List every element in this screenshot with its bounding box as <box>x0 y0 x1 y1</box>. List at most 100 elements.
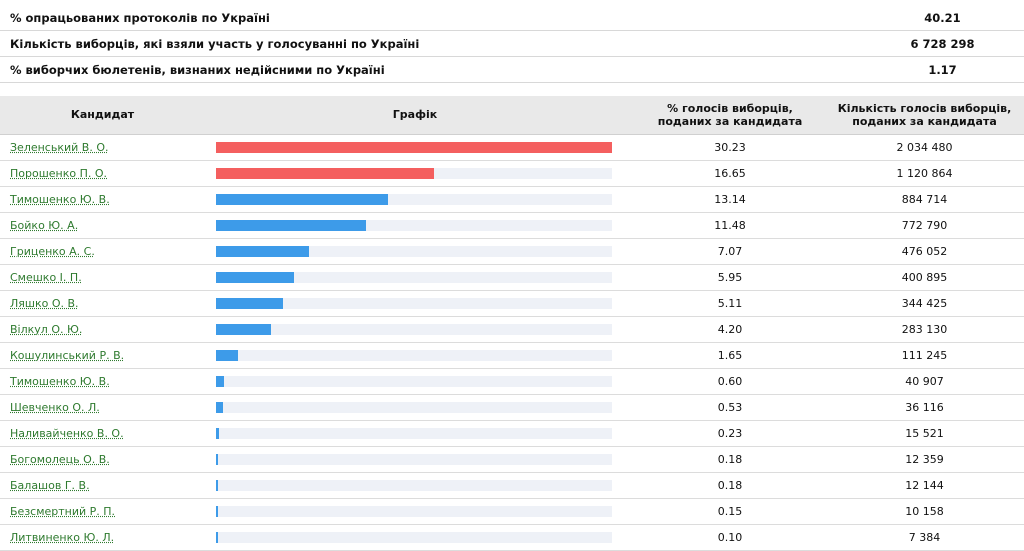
bar <box>216 298 283 309</box>
vote-count: 283 130 <box>901 323 948 336</box>
candidate-link[interactable]: Кошулинський Р. В. <box>10 349 125 362</box>
header-chart: Графік <box>392 108 438 121</box>
percent-value: 5.95 <box>717 271 743 284</box>
vote-count: 10 158 <box>905 505 944 518</box>
summary-value: 1.17 <box>928 63 957 77</box>
candidate-link[interactable]: Богомолець О. В. <box>10 453 110 466</box>
percent-value: 0.18 <box>717 453 743 466</box>
bar-track <box>216 480 612 491</box>
vote-count: 772 790 <box>901 219 948 232</box>
candidate-link[interactable]: Порошенко П. О. <box>10 167 108 180</box>
header-percent: % голосів виборців, поданих за кандидата <box>635 102 825 128</box>
header-count-line1: Кількість голосів виборців, <box>837 102 1012 115</box>
bar-track <box>216 506 612 517</box>
bar-track <box>216 428 612 439</box>
table-row: Порошенко П. О. 16.65 1 120 864 <box>0 161 1024 187</box>
table-header: Кандидат Графік % голосів виборців, пода… <box>0 96 1024 135</box>
table-row: Кошулинський Р. В. 1.65 111 245 <box>0 343 1024 369</box>
table-row: Наливайченко В. О. 0.23 15 521 <box>0 421 1024 447</box>
percent-value: 0.18 <box>717 479 743 492</box>
header-count: Кількість голосів виборців, поданих за к… <box>825 102 1024 128</box>
vote-count: 12 359 <box>905 453 944 466</box>
vote-count: 36 116 <box>905 401 944 414</box>
percent-value: 4.20 <box>717 323 743 336</box>
bar <box>216 402 223 413</box>
bar <box>216 272 294 283</box>
candidate-link[interactable]: Безсмертний Р. П. <box>10 505 116 518</box>
percent-value: 11.48 <box>714 219 746 232</box>
table-row: Ляшко О. В. 5.11 344 425 <box>0 291 1024 317</box>
header-count-line2: поданих за кандидата <box>852 115 997 128</box>
table-row: Гриценко А. С. 7.07 476 052 <box>0 239 1024 265</box>
candidate-link[interactable]: Гриценко А. С. <box>10 245 95 258</box>
vote-count: 884 714 <box>901 193 948 206</box>
table-row: Безсмертний Р. П. 0.15 10 158 <box>0 499 1024 525</box>
candidate-link[interactable]: Наливайченко В. О. <box>10 427 124 440</box>
vote-count: 2 034 480 <box>896 141 953 154</box>
bar-track <box>216 298 612 309</box>
header-percent-line1: % голосів виборців, <box>667 102 793 115</box>
bar <box>216 324 271 335</box>
bar <box>216 532 218 543</box>
bar-track <box>216 220 612 231</box>
summary-row-turnout: Кількість виборців, які взяли участь у г… <box>0 31 1024 57</box>
bar <box>216 350 238 361</box>
bar <box>216 454 219 465</box>
percent-value: 0.53 <box>717 401 743 414</box>
percent-value: 7.07 <box>717 245 743 258</box>
candidate-link[interactable]: Ляшко О. В. <box>10 297 79 310</box>
candidate-link[interactable]: Литвиненко Ю. Л. <box>10 531 115 544</box>
vote-count: 400 895 <box>901 271 948 284</box>
bar <box>216 376 224 387</box>
vote-count: 344 425 <box>901 297 948 310</box>
vote-count: 15 521 <box>905 427 944 440</box>
results-table: Кандидат Графік % голосів виборців, пода… <box>0 96 1024 551</box>
percent-value: 1.65 <box>717 349 743 362</box>
table-row: Зеленський В. О. 30.23 2 034 480 <box>0 135 1024 161</box>
vote-count: 111 245 <box>901 349 948 362</box>
percent-value: 0.60 <box>717 375 743 388</box>
bar-track <box>216 194 612 205</box>
table-row: Литвиненко Ю. Л. 0.10 7 384 <box>0 525 1024 551</box>
bar <box>216 142 612 153</box>
candidate-link[interactable]: Тимошенко Ю. В. <box>10 193 110 206</box>
bar-track <box>216 168 612 179</box>
bar <box>216 506 218 517</box>
header-percent-line2: поданих за кандидата <box>657 115 803 128</box>
bar <box>216 194 389 205</box>
summary-label: Кількість виборців, які взяли участь у г… <box>10 37 420 51</box>
candidate-link[interactable]: Смешко І. П. <box>10 271 82 284</box>
bar-track <box>216 246 612 257</box>
bar <box>216 168 435 179</box>
candidate-link[interactable]: Тимошенко Ю. В. <box>10 375 110 388</box>
candidate-link[interactable]: Зеленський В. О. <box>10 141 109 154</box>
percent-value: 0.23 <box>717 427 743 440</box>
vote-count: 476 052 <box>901 245 948 258</box>
candidate-link[interactable]: Вілкул О. Ю. <box>10 323 83 336</box>
summary-row-protocols: % опрацьованих протоколів по Україні 40.… <box>0 5 1024 31</box>
table-row: Балашов Г. В. 0.18 12 144 <box>0 473 1024 499</box>
candidate-link[interactable]: Шевченко О. Л. <box>10 401 100 414</box>
table-body: Зеленський В. О. 30.23 2 034 480 Порошенко … <box>0 135 1024 551</box>
summary-value: 6 728 298 <box>910 37 975 51</box>
bar-track <box>216 532 612 543</box>
table-row: Бойко Ю. А. 11.48 772 790 <box>0 213 1024 239</box>
candidate-link[interactable]: Бойко Ю. А. <box>10 219 79 232</box>
summary-row-invalid: % виборчих бюлетенів, визнаних недійсним… <box>0 57 1024 83</box>
vote-count: 40 907 <box>905 375 944 388</box>
percent-value: 16.65 <box>714 167 746 180</box>
percent-value: 30.23 <box>714 141 746 154</box>
table-row: Тимошенко Ю. В. 0.60 40 907 <box>0 369 1024 395</box>
percent-value: 13.14 <box>714 193 746 206</box>
table-row: Вілкул О. Ю. 4.20 283 130 <box>0 317 1024 343</box>
table-row: Тимошенко Ю. В. 13.14 884 714 <box>0 187 1024 213</box>
bar-track <box>216 272 612 283</box>
bar <box>216 428 219 439</box>
vote-count: 12 144 <box>905 479 944 492</box>
vote-count: 1 120 864 <box>896 167 953 180</box>
bar-track <box>216 350 612 361</box>
bar <box>216 246 309 257</box>
bar-track <box>216 376 612 387</box>
candidate-link[interactable]: Балашов Г. В. <box>10 479 90 492</box>
bar <box>216 480 219 491</box>
